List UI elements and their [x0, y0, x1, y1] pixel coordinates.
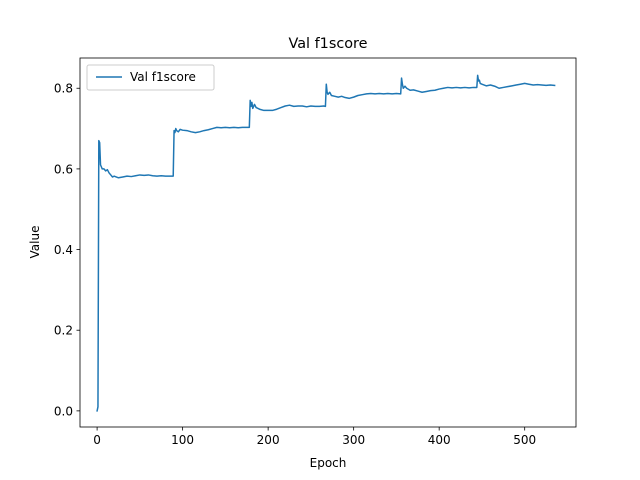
x-tick-label: 500 — [513, 433, 536, 447]
y-tick-label: 0.0 — [54, 404, 73, 418]
legend-label-val-f1score: Val f1score — [130, 70, 196, 84]
x-axis-label: Epoch — [310, 456, 347, 470]
x-tick-label: 300 — [342, 433, 365, 447]
x-tick-label: 0 — [93, 433, 101, 447]
legend: Val f1score — [86, 64, 215, 91]
x-tick-label: 200 — [257, 433, 280, 447]
plot-area — [80, 58, 576, 427]
series-line-val-f1score — [96, 74, 556, 412]
x-tick-label: 100 — [171, 433, 194, 447]
y-tick-label: 0.4 — [54, 243, 73, 257]
y-tick-label: 0.8 — [54, 82, 73, 96]
series-layer — [96, 74, 556, 412]
ticks-layer: 0 100 200 300 400 500 0.0 0.2 0.4 0.6 0.8 — [54, 82, 536, 447]
plot-frame — [79, 57, 577, 428]
y-tick-label: 0.2 — [54, 324, 73, 338]
y-axis-label: Value — [28, 226, 42, 259]
legend-box — [86, 64, 215, 91]
x-tick-label: 400 — [428, 433, 451, 447]
y-tick-label: 0.6 — [54, 162, 73, 176]
chart-title: Val f1score — [288, 36, 367, 52]
